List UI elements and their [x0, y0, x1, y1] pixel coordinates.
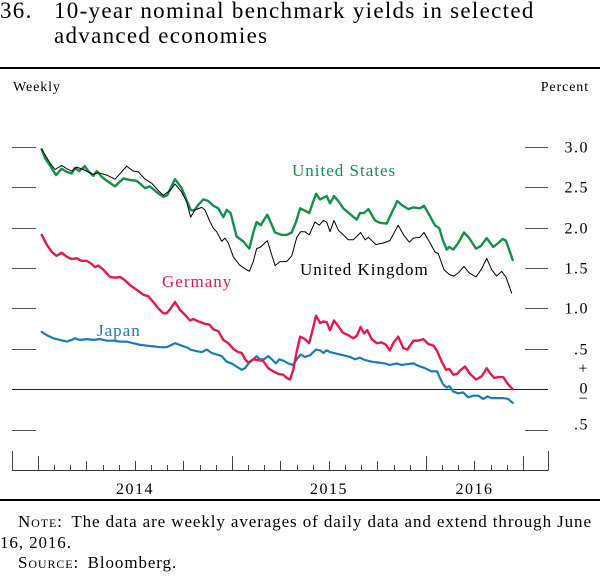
- y-tick-label: .5: [574, 342, 589, 359]
- figure-number: 36.: [0, 0, 33, 23]
- series-line-germany: [40, 233, 514, 391]
- source-label: Source:: [18, 553, 80, 572]
- y-tick-label: 1.5: [565, 261, 590, 278]
- y-tick-label: 2.0: [565, 221, 590, 238]
- series-line-japan: [40, 330, 514, 404]
- series-label-germany: Germany: [162, 272, 232, 291]
- x-tick-label: 2014: [116, 481, 154, 498]
- series-line-united-states: [40, 148, 514, 262]
- figure-footnotes: Note: The data are weekly averages of dai…: [0, 512, 600, 574]
- series-line-united-kingdom: [41, 148, 513, 294]
- x-tick-label: 2016: [455, 481, 493, 498]
- y-tick-label: 2.5: [565, 180, 590, 197]
- positive-sign-label: +: [578, 361, 589, 378]
- x-tick-label: 2015: [310, 481, 348, 498]
- y-tick-label: 3.0: [565, 140, 590, 157]
- top-rule: [0, 67, 600, 69]
- unit-label: Percent: [540, 80, 589, 95]
- series-label-united-states: United States: [292, 161, 396, 180]
- bottom-rule: [0, 499, 600, 501]
- note-label: Note:: [18, 512, 63, 531]
- y-tick-label: .5: [574, 417, 589, 434]
- axes: 3.0 2.5 2.0 1.5 1.0 .5 0 .5 + − 2014 2015 2016: [12, 140, 590, 498]
- frequency-label: Weekly: [13, 80, 61, 95]
- series-label-japan: Japan: [97, 321, 141, 340]
- series-labels: United States United Kingdom Germany Jap…: [97, 161, 429, 340]
- series-lines: [40, 148, 514, 404]
- series-label-united-kingdom: United Kingdom: [300, 260, 429, 279]
- source-text: Bloomberg.: [87, 553, 178, 572]
- y-tick-label: 0: [580, 381, 590, 398]
- source: Source: Bloomberg.: [0, 553, 600, 574]
- note-text: The data are weekly averages of daily da…: [0, 512, 592, 552]
- figure-title: 10-year nominal benchmark yields in sele…: [54, 0, 535, 48]
- note: Note: The data are weekly averages of dai…: [0, 512, 600, 553]
- negative-sign-label: −: [578, 391, 589, 408]
- y-tick-label: 1.0: [565, 301, 590, 318]
